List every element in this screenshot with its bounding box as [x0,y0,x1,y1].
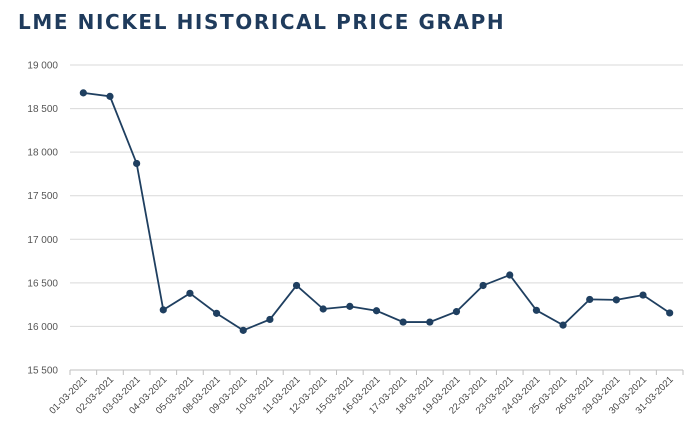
data-point [292,281,301,290]
data-point [79,89,87,97]
data-point [106,92,114,100]
data-point [639,291,647,299]
y-tick-label: 17 000 [27,235,58,246]
y-tick-label: 17 500 [27,191,58,202]
data-point [399,318,407,326]
data-point [186,289,194,297]
data-point [239,326,247,334]
data-point [426,318,434,326]
y-tick-label: 15 500 [27,366,58,377]
data-point [666,309,674,317]
y-tick-label: 16 500 [27,278,58,289]
data-point [559,321,567,329]
data-point [319,305,327,313]
data-point [452,308,461,316]
data-point [212,309,221,317]
data-point [532,306,541,314]
y-tick-label: 18 500 [27,104,58,115]
y-tick-label: 16 000 [27,322,58,333]
data-point [506,271,514,279]
data-point [586,295,594,304]
data-point [372,307,381,315]
data-point [133,159,141,168]
data-point [346,302,354,310]
chart-title: LME NICKEL HISTORICAL PRICE GRAPH [18,10,506,34]
data-point [159,306,167,314]
price-series-line [83,91,671,332]
y-tick-label: 19 000 [27,61,58,72]
data-point [479,281,487,290]
y-tick-label: 18 000 [27,148,58,159]
data-point [612,296,620,304]
data-point [266,315,274,324]
